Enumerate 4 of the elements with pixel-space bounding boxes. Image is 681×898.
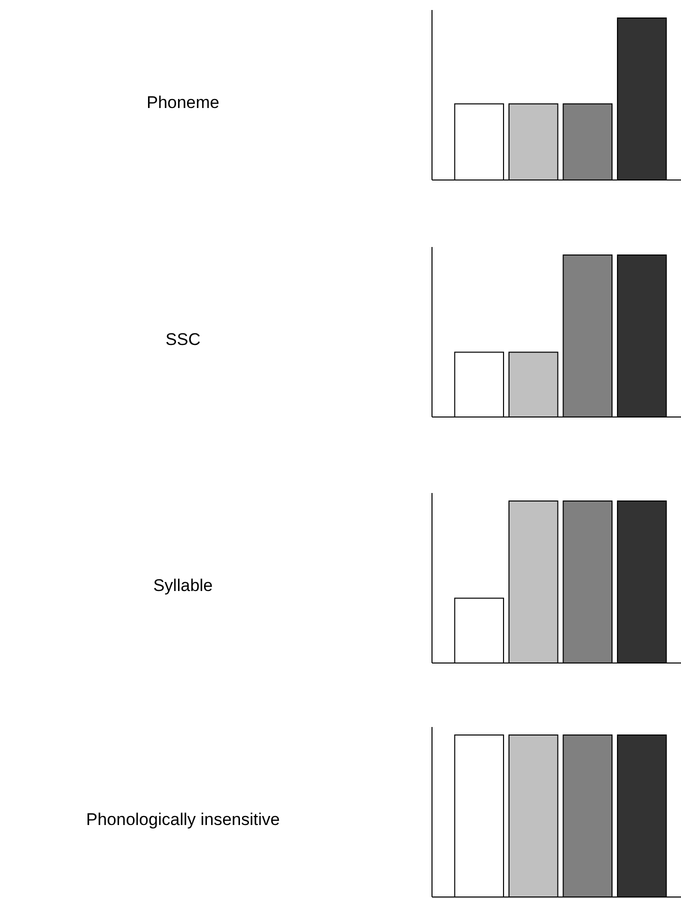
y-axis-title: SSC [166, 330, 200, 349]
y-axis-title: Syllable [153, 576, 213, 595]
y-axis-title: Phoneme [146, 93, 220, 112]
y-axis-title: Phonologically insensitive [86, 810, 280, 829]
